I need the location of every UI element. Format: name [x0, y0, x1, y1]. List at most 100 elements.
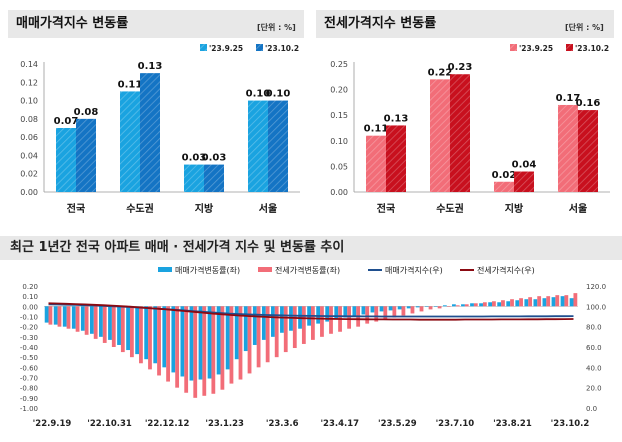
sale-y-tick-label: 0.00 [20, 188, 38, 197]
trend-x-tick-label: '23.8.21 [493, 419, 532, 429]
trend-right-tick-label: 80.0 [586, 324, 602, 332]
trend-sale-change-bar [442, 305, 447, 307]
trend-x-tick-label: '22.10.31 [87, 419, 132, 429]
trend-rent-change-bar [492, 301, 496, 307]
rent-bar [494, 181, 514, 192]
trend-x-tick-label: '23.4.17 [320, 419, 359, 429]
trend-rent-change-bar [57, 306, 62, 327]
trend-rent-change-bar [148, 306, 152, 370]
rent-category-label: 지방 [505, 202, 524, 215]
trend-sale-change-bar [406, 306, 411, 309]
sale-y-tick-label: 0.02 [20, 170, 38, 179]
sale-y-tick-label: 0.10 [20, 97, 38, 106]
trend-sale-change-bar [334, 306, 339, 320]
trend-rent-change-bar [129, 306, 134, 358]
rent-bar [578, 110, 598, 192]
rent-data-label: 0.22 [428, 67, 453, 78]
trend-sale-change-bar [325, 306, 330, 322]
trend-rent-change-bar [265, 306, 270, 363]
rent-bar [514, 171, 534, 192]
sale-y-tick-label: 0.06 [20, 133, 38, 142]
sale-category-label: 지방 [195, 202, 214, 215]
trend-rent-change-bar [329, 306, 333, 334]
trend-sale-change-bar [524, 299, 529, 307]
trend-rent-change-bar [446, 306, 451, 307]
left-panel-unit: [단위 : %] [257, 23, 296, 32]
rent-category-label: 수도권 [436, 203, 464, 215]
sale-bar [120, 91, 140, 192]
trend-right-tick-label: 20.0 [586, 385, 602, 393]
trend-sale-change-bar [252, 306, 257, 345]
trend-sale-change-bar [506, 301, 511, 307]
rent-y-tick-label: 0.25 [330, 60, 348, 69]
sale-y-tick-label: 0.14 [20, 60, 38, 69]
rent-y-tick-label: 0.10 [330, 137, 348, 146]
rent-legend-label-2: '23.10.2 [575, 44, 609, 53]
sale-bar [184, 164, 204, 192]
trend-rent-change-bar [202, 306, 207, 396]
trend-rent-change-bar [537, 296, 542, 307]
sale-data-label: 0.03 [202, 153, 227, 164]
rent-y-tick-label: 0.00 [330, 188, 348, 197]
trend-legend-swatch-2 [258, 267, 272, 272]
trend-sale-change-bar [108, 306, 112, 340]
trend-left-tick-label: 0.20 [22, 283, 38, 291]
trend-sale-change-bar [270, 306, 275, 337]
trend-sale-change-bar [225, 306, 230, 370]
sale-data-label: 0.10 [246, 89, 271, 100]
trend-panel-title: 최근 1년간 전국 아파트 매매 · 전세가격 지수 및 변동률 추이 [0, 236, 622, 260]
trend-right-tick-label: 0.0 [586, 405, 597, 413]
trend-sale-change-bar [189, 306, 194, 381]
rent-legend-swatch-2 [566, 44, 573, 51]
trend-rent-change-bar [211, 306, 216, 394]
rent-change-bar-chart: '23.9.25 '23.10.2 0.00 0.05 0.10 0.15 0.20 0.25… [330, 44, 610, 215]
sale-data-label: 0.10 [266, 89, 291, 100]
trend-x-tick-label: '23.1.23 [205, 419, 244, 429]
trend-rent-change-bar [274, 306, 279, 358]
trend-rent-change-bar [139, 306, 143, 364]
rent-data-label: 0.11 [364, 124, 389, 135]
trend-sale-change-bar [461, 304, 465, 307]
trend-sale-change-bar [135, 306, 140, 355]
trend-sale-change-bar [126, 306, 130, 351]
trend-sale-change-bar [62, 306, 67, 327]
sale-legend-swatch-1 [200, 44, 207, 51]
sale-bar [248, 100, 268, 192]
trend-rent-change-bar [75, 306, 80, 332]
trend-rent-change-bar [482, 302, 487, 307]
rent-category-label: 전국 [377, 202, 395, 215]
annual-trend-combo-chart: 매매가격변동률(좌) 전세가격변동률(좌) 매매가격지수(우) 전세가격지수(우) 0.… [20, 265, 606, 429]
trend-sale-change-bar [415, 306, 420, 308]
trend-left-tick-label: 0.00 [22, 303, 38, 311]
sale-change-bar-chart: '23.9.25 '23.10.2 0.00 0.02 0.04 0.06 0.08 0.10… [20, 44, 300, 215]
trend-sale-change-bar [370, 306, 375, 313]
trend-sale-change-bar [433, 306, 438, 307]
rent-bar [558, 104, 578, 192]
trend-sale-change-bar [515, 300, 520, 307]
sale-legend-label-1: '23.9.25 [209, 44, 243, 53]
trend-rent-change-bar [455, 305, 460, 307]
sale-legend-label-2: '23.10.2 [265, 44, 299, 53]
trend-legend-swatch-1 [158, 267, 172, 272]
trend-sale-change-bar [379, 306, 384, 312]
rent-data-label: 0.16 [576, 98, 601, 109]
sale-data-label: 0.13 [138, 61, 163, 72]
trend-sale-change-bar [551, 297, 556, 307]
trend-rent-change-bar [301, 306, 306, 344]
trend-sale-change-bar [361, 306, 366, 315]
trend-rent-change-bar [120, 306, 125, 353]
sale-data-label: 0.07 [54, 116, 79, 127]
rent-data-label: 0.17 [556, 93, 581, 104]
rent-data-label: 0.02 [492, 170, 517, 181]
trend-left-tick-label: 0.10 [22, 293, 38, 301]
trend-rent-change-bar [48, 306, 53, 325]
trend-left-tick-label: -0.50 [20, 354, 38, 362]
trend-sale-change-bar [44, 306, 49, 323]
trend-rent-change-bar [473, 303, 478, 307]
trend-x-tick-label: '22.12.12 [145, 419, 190, 429]
trend-sale-change-bar [198, 306, 203, 380]
rent-data-label: 0.23 [448, 62, 473, 73]
trend-rent-change-bar [365, 306, 370, 324]
trend-left-tick-label: -0.60 [20, 364, 38, 372]
trend-x-tick-label: '22.9.19 [33, 419, 72, 429]
